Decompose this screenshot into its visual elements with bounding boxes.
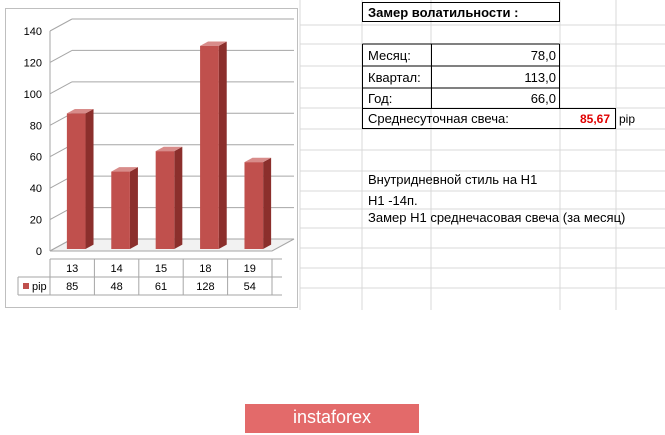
bar-chart: 0 20 40 60 80 100 120 140 13 85 14 48 15 61 18 128 19 54 p… <box>17 18 295 296</box>
bar <box>200 45 219 249</box>
category-label: 18 <box>199 263 211 275</box>
legend-swatch <box>23 283 29 289</box>
bar-top <box>66 109 94 114</box>
note-h1-measure[interactable]: Замер Н1 среднечасовая свеча (за месяц) <box>368 210 626 225</box>
category-label: 13 <box>66 263 78 275</box>
logo-text: instaforex <box>292 407 372 427</box>
gridline-depth <box>49 81 73 95</box>
instaforex-logo: instaforex <box>245 404 419 433</box>
data-label: 61 <box>155 281 167 293</box>
bar <box>111 171 130 249</box>
note-h1[interactable]: Н1 -14п. <box>368 193 418 208</box>
avg-candle-value[interactable]: 85,67 <box>579 112 610 126</box>
month-label[interactable]: Месяц: <box>368 48 411 63</box>
y-tick-label: 20 <box>30 215 42 227</box>
bar <box>155 151 175 249</box>
data-label: 48 <box>110 281 122 293</box>
bar <box>244 162 264 249</box>
bar-side <box>129 167 138 249</box>
avg-candle-label[interactable]: Среднесуточная свеча: <box>368 111 509 126</box>
quarter-value[interactable]: 113,0 <box>524 70 556 85</box>
volatility-title[interactable]: Замер волатильности : <box>368 5 519 20</box>
quarter-label[interactable]: Квартал: <box>368 70 421 85</box>
y-tick-label: 140 <box>24 26 42 38</box>
data-label: 54 <box>244 281 256 293</box>
chart-area[interactable]: 0 20 40 60 80 100 120 140 13 85 14 48 15 61 18 128 19 54 p… <box>5 8 298 308</box>
legend-label: pip <box>32 281 47 293</box>
avg-candle-unit[interactable]: pip <box>619 112 636 126</box>
data-label: 85 <box>66 281 78 293</box>
data-label: 128 <box>196 281 214 293</box>
month-value[interactable]: 78,0 <box>530 48 556 63</box>
category-label: 15 <box>155 263 167 275</box>
bar-top <box>244 157 272 163</box>
y-tick-label: 0 <box>36 246 42 258</box>
y-tick-label: 60 <box>30 152 42 164</box>
bar-side <box>85 109 94 250</box>
bar-side <box>174 146 183 249</box>
note-intraday[interactable]: Внутридневной стиль на Н1 <box>368 172 538 187</box>
category-label: 19 <box>244 263 256 275</box>
bar-top <box>200 41 227 46</box>
spreadsheet-grid <box>299 0 665 310</box>
y-tick-label: 100 <box>24 89 42 101</box>
bar-top <box>111 167 138 172</box>
bar <box>66 113 86 249</box>
bar-side <box>218 41 227 250</box>
year-value[interactable]: 66,0 <box>530 91 556 106</box>
bar-top <box>155 146 183 152</box>
y-tick-label: 80 <box>30 120 42 132</box>
y-tick-label: 120 <box>24 57 42 69</box>
gridline-depth <box>49 18 73 32</box>
year-label[interactable]: Год: <box>368 91 393 106</box>
bar-side <box>263 157 272 249</box>
y-tick-label: 40 <box>30 183 42 195</box>
category-label: 14 <box>110 263 122 275</box>
gridline-depth <box>49 49 73 63</box>
